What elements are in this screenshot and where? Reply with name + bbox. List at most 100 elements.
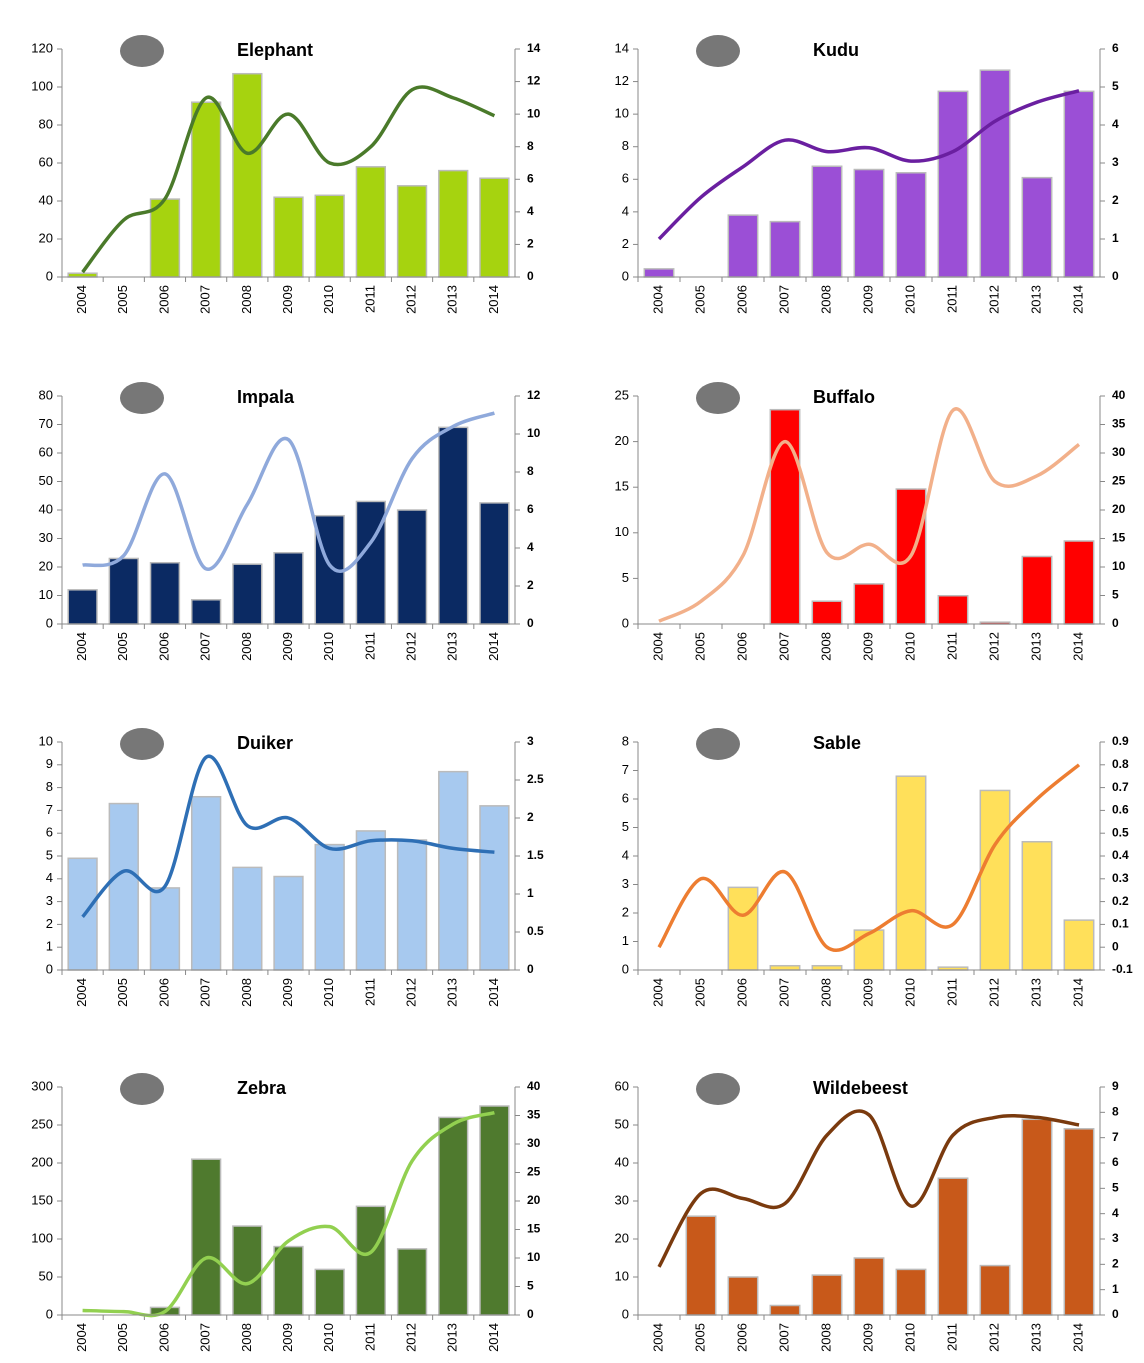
y2-tick-label: -0.1 <box>1112 962 1133 976</box>
bar <box>438 770 469 971</box>
y2-tick-label: 9 <box>1112 1079 1119 1093</box>
x-tick-label: 2010 <box>902 285 917 314</box>
bar <box>190 1158 222 1316</box>
bar <box>895 172 927 278</box>
y-tick-label: 0 <box>46 615 53 630</box>
chart-title: Duiker <box>237 733 293 753</box>
bar <box>67 589 98 625</box>
chart: Sable 0 1 2 3 4 5 6 7 8 -0.1 0 0.1 0.2 0.3 0.4 0.5 0.6 0.7… <box>622 728 1133 1007</box>
bar <box>853 929 885 971</box>
y-tick-label: 80 <box>39 116 53 131</box>
bar <box>979 69 1011 278</box>
x-tick-label: 2014 <box>486 1323 501 1352</box>
y2-tick-label: 4 <box>1112 1206 1119 1220</box>
y-tick-label: 300 <box>31 1078 53 1093</box>
x-tick-label: 2004 <box>74 285 89 314</box>
x-tick-label: 2011 <box>362 632 377 660</box>
y2-tick-label: 0 <box>1112 1307 1119 1321</box>
bar <box>232 563 263 625</box>
x-tick-label: 2011 <box>944 1323 959 1351</box>
x-tick-label: 2009 <box>860 632 875 661</box>
y-tick-label: 6 <box>622 790 629 805</box>
bar <box>108 802 139 971</box>
x-tick-label: 2011 <box>944 978 959 1006</box>
chart: Impala 0 10 20 30 40 50 60 70 80 0 2 4 6 8 10 12 2004 2005… <box>39 382 541 661</box>
x-tick-label: 2004 <box>650 632 665 661</box>
y-tick-label: 40 <box>615 1154 629 1169</box>
x-tick-label: 2012 <box>403 632 418 661</box>
y-tick-label: 4 <box>622 203 629 218</box>
bar <box>937 90 969 278</box>
bar <box>1063 90 1095 278</box>
line <box>657 89 1080 241</box>
bar <box>438 169 469 278</box>
y-tick-label: 10 <box>615 1268 629 1283</box>
x-tick-label: 2014 <box>1070 1323 1085 1352</box>
y2-tick-label: 3 <box>1112 1231 1119 1245</box>
bar <box>811 964 843 971</box>
bar <box>895 775 927 971</box>
bar <box>979 789 1011 971</box>
x-tick-label: 2007 <box>776 632 791 661</box>
bar <box>1021 1118 1053 1316</box>
y2-tick-label: 15 <box>1112 531 1126 545</box>
y2-tick-label: 5 <box>1112 1181 1119 1195</box>
animal-icon <box>696 35 740 67</box>
bar <box>727 214 759 278</box>
bar <box>937 1177 969 1316</box>
bar <box>479 177 510 278</box>
chart-title: Elephant <box>237 40 313 60</box>
x-tick-label: 2012 <box>403 285 418 314</box>
y-tick-label: 7 <box>622 762 629 777</box>
y2-tick-label: 7 <box>1112 1130 1119 1144</box>
animal-icon <box>696 1073 740 1105</box>
icon-shape <box>696 35 740 67</box>
bar <box>314 843 345 971</box>
icon-shape <box>120 382 164 414</box>
y2-tick-label: 2 <box>1112 193 1119 207</box>
y2-tick-label: 10 <box>527 426 541 440</box>
x-tick-label: 2008 <box>818 978 833 1007</box>
x-tick-label: 2008 <box>818 1323 833 1352</box>
bar <box>727 1276 759 1316</box>
x-tick-label: 2012 <box>986 285 1001 314</box>
bar <box>769 220 801 278</box>
x-tick-label: 2013 <box>445 632 460 661</box>
x-tick-label: 2013 <box>445 1323 460 1352</box>
y2-tick-label: 14 <box>527 41 541 55</box>
y-tick-label: 20 <box>615 433 629 448</box>
y2-tick-label: 1 <box>1112 231 1119 245</box>
y2-tick-label: 12 <box>527 388 541 402</box>
bar <box>937 594 969 625</box>
y2-tick-label: 0.8 <box>1112 757 1129 771</box>
x-tick-label: 2013 <box>1028 285 1043 314</box>
x-tick-label: 2007 <box>198 978 213 1007</box>
y-tick-label: 9 <box>46 756 53 771</box>
y-tick-label: 120 <box>31 40 53 55</box>
y2-tick-label: 2 <box>527 237 534 251</box>
y2-tick-label: 6 <box>527 171 534 185</box>
y2-tick-label: 2.5 <box>527 772 544 786</box>
bar <box>895 1268 927 1316</box>
bar <box>811 1274 843 1316</box>
y-tick-label: 3 <box>622 876 629 891</box>
x-tick-label: 2005 <box>115 285 130 314</box>
bar <box>1063 919 1095 971</box>
line <box>82 411 495 573</box>
bar <box>1063 1128 1095 1316</box>
y2-tick-label: 40 <box>527 1079 541 1093</box>
bar <box>643 268 675 278</box>
y-tick-label: 0 <box>46 268 53 283</box>
bar <box>273 875 304 971</box>
x-tick-label: 2008 <box>818 632 833 661</box>
bar <box>438 426 469 625</box>
x-tick-label: 2011 <box>944 632 959 660</box>
y2-tick-label: 30 <box>1112 445 1126 459</box>
icon-shape <box>120 35 164 67</box>
y-tick-label: 2 <box>622 236 629 251</box>
x-tick-label: 2010 <box>321 978 336 1007</box>
y2-tick-label: 0.3 <box>1112 871 1129 885</box>
line <box>657 1109 1080 1268</box>
line <box>81 754 495 918</box>
